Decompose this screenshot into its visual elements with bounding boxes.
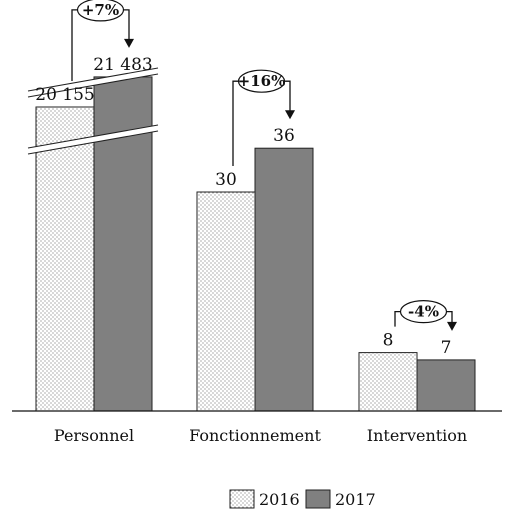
category-label-intervention: Intervention (367, 426, 467, 445)
legend-label-2017: 2017 (335, 490, 376, 509)
arrow-down-icon (447, 321, 457, 331)
bar-intervention-2017 (416, 359, 476, 412)
value-label-intervention-2016: 8 (383, 331, 394, 351)
change-bracket-left (71, 9, 78, 81)
bar-fonctionnement-2016 (196, 191, 256, 412)
category-label-fonctionnement: Fonctionnement (189, 426, 321, 445)
change-oval (237, 69, 286, 93)
bar-personnel-2016 (35, 106, 95, 412)
axis-break-line (27, 73, 159, 98)
axis-break-line (27, 130, 159, 155)
value-label-personnel-2017: 21 483 (93, 55, 152, 75)
change-label-fonctionnement: +16% (238, 72, 286, 90)
change-bracket-right (284, 80, 291, 113)
change-bracket-right (446, 310, 453, 324)
change-annotation-fonctionnement: +16% (232, 69, 295, 166)
value-label-fonctionnement-2017: 36 (273, 126, 295, 146)
legend: 2016 2017 (229, 489, 376, 509)
change-oval (76, 0, 125, 22)
arrow-down-icon (285, 110, 295, 120)
legend-swatch-2017 (305, 489, 331, 509)
change-annotation-personnel: +7% (71, 0, 134, 81)
legend-label-2016: 2016 (259, 490, 300, 509)
bar-intervention-2016 (358, 352, 418, 412)
axis-break-gap (28, 125, 158, 154)
change-annotation-intervention: -4% (394, 300, 457, 331)
change-label-intervention: -4% (408, 303, 439, 321)
value-label-personnel-2016: 20 155 (35, 85, 94, 105)
change-bracket-right (123, 9, 130, 41)
change-bracket-left (394, 310, 401, 327)
change-label-personnel: +7% (82, 1, 119, 19)
legend-swatch-2016 (229, 489, 255, 509)
arrow-down-icon (124, 38, 134, 48)
axis-break-line (27, 67, 159, 92)
bar-fonctionnement-2017 (254, 147, 314, 412)
bar-personnel-2017 (93, 76, 153, 412)
value-label-intervention-2017: 7 (441, 338, 452, 358)
category-label-personnel: Personnel (54, 426, 134, 445)
axis-break-line (27, 124, 159, 149)
change-oval (399, 300, 448, 324)
value-label-fonctionnement-2016: 30 (215, 170, 237, 190)
change-bracket-left (232, 80, 239, 166)
axis-break-gap (28, 68, 158, 97)
